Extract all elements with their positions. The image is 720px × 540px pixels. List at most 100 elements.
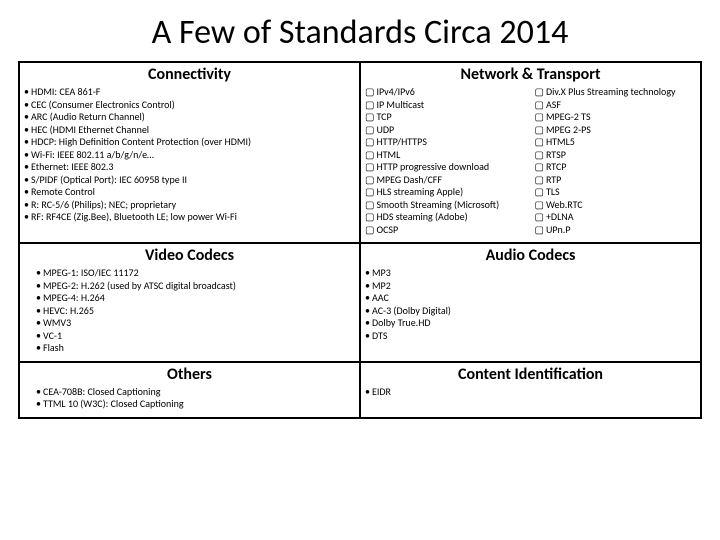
header-contentid: Content Identification — [365, 365, 696, 384]
list-item-text: IP Multicast — [376, 98, 424, 111]
list-item-text: Web.RTC — [546, 198, 583, 211]
list-item: •WMV3 — [36, 317, 355, 330]
list-item-text: HTTP/HTTPS — [376, 135, 427, 148]
list-item-text: MPEG-2 TS — [546, 110, 591, 123]
list-item-text: WMV3 — [43, 316, 71, 329]
bullet-icon: ▢ — [365, 98, 374, 111]
bullet-icon: ▢ — [535, 135, 544, 148]
bullet-icon: ▢ — [365, 148, 374, 161]
list-item-text: HTTP progressive download — [376, 160, 489, 173]
bullet-icon: • — [365, 304, 370, 317]
list-item-text: HEVC: H.265 — [43, 304, 94, 317]
bullet-icon: • — [36, 291, 41, 304]
cell-connectivity: Connectivity •HDMI: CEA 861-F•CEC (Consu… — [19, 62, 360, 243]
bullet-icon: • — [36, 316, 41, 329]
bullet-icon: • — [24, 123, 29, 136]
header-others: Others — [24, 365, 355, 384]
list-item-text: EIDR — [372, 385, 391, 398]
bullet-icon: • — [36, 329, 41, 342]
bullet-icon: • — [36, 341, 41, 354]
bullet-icon: • — [365, 291, 370, 304]
list-item-text: HDMI: CEA 861-F — [31, 85, 100, 98]
bullet-icon: • — [365, 385, 370, 398]
list-item-text: R: RC-5/6 (Philips); NEC; proprietary — [31, 198, 176, 211]
list-item-text: RTP — [546, 173, 561, 186]
bullet-icon: ▢ — [365, 85, 374, 98]
list-item-text: MP2 — [372, 279, 391, 292]
list-item: •EIDR — [365, 386, 696, 399]
bullet-icon: ▢ — [365, 135, 374, 148]
list-item: •Dolby True.HD — [365, 317, 696, 330]
cell-audio: Audio Codecs •MP3•MP2•AAC•AC-3 (Dolby Di… — [360, 243, 701, 362]
header-video: Video Codecs — [24, 246, 355, 265]
bullet-icon: • — [365, 316, 370, 329]
list-item-text: Smooth Streaming (Microsoft) — [376, 198, 499, 211]
list-audio: •MP3•MP2•AAC•AC-3 (Dolby Digital)•Dolby … — [365, 267, 696, 342]
list-item-text: AAC — [372, 291, 389, 304]
bullet-icon: • — [365, 279, 370, 292]
list-item: •HEVC: H.265 — [36, 305, 355, 318]
bullet-icon: • — [24, 198, 29, 211]
list-item-text: HDCP: High Definition Content Protection… — [31, 135, 251, 148]
list-item-text: TTML 10 (W3C): Closed Captioning — [43, 397, 184, 410]
bullet-icon: ▢ — [365, 173, 374, 186]
cell-network: Network & Transport ▢IPv4/IPv6▢IP Multic… — [360, 62, 701, 243]
list-item-text: Dolby True.HD — [372, 316, 431, 329]
list-item: •RF: RF4CE (Zig.Bee), Bluetooth LE; low … — [24, 211, 355, 224]
bullet-icon: • — [365, 266, 370, 279]
list-item-text: UDP — [376, 123, 394, 136]
list-others: •CEA-708B: Closed Captioning•TTML 10 (W3… — [24, 386, 355, 411]
list-network-col2: ▢Div.X Plus Streaming technology▢ASF▢MPE… — [535, 86, 697, 236]
bullet-icon: • — [365, 329, 370, 342]
bullet-icon: • — [36, 397, 41, 410]
cell-contentid: Content Identification •EIDR — [360, 362, 701, 418]
bullet-icon: • — [36, 304, 41, 317]
list-item-text: RF: RF4CE (Zig.Bee), Bluetooth LE; low p… — [31, 210, 237, 223]
list-item-text: DTS — [372, 329, 387, 342]
list-item-text: MPEG-4: H.264 — [43, 291, 105, 304]
list-item-text: MP3 — [372, 266, 391, 279]
list-item-text: IPv4/IPv6 — [376, 85, 414, 98]
bullet-icon: • — [36, 385, 41, 398]
bullet-icon: • — [36, 266, 41, 279]
bullet-icon: ▢ — [365, 210, 374, 223]
bullet-icon: • — [24, 135, 29, 148]
bullet-icon: • — [24, 210, 29, 223]
list-connectivity: •HDMI: CEA 861-F•CEC (Consumer Electroni… — [24, 86, 355, 224]
page-title: A Few of Standards Circa 2014 — [18, 12, 702, 53]
list-item-text: HTML — [376, 148, 400, 161]
bullet-icon: ▢ — [535, 98, 544, 111]
bullet-icon: ▢ — [535, 148, 544, 161]
bullet-icon: ▢ — [365, 223, 374, 236]
list-item-text: HDS steaming (Adobe) — [376, 210, 467, 223]
list-item-text: Ethernet: IEEE 802.3 — [31, 160, 114, 173]
list-item-text: MPEG-1: ISO/IEC 11172 — [43, 266, 139, 279]
list-item-text: TCP — [376, 110, 391, 123]
list-item-text: HEC (HDMI Ethernet Channel — [31, 123, 149, 136]
list-item-text: MPEG Dash/CFF — [376, 173, 442, 186]
bullet-icon: ▢ — [535, 110, 544, 123]
list-item-text: AC-3 (Dolby Digital) — [372, 304, 451, 317]
list-item-text: HLS streaming Apple) — [376, 185, 463, 198]
list-item-text: OCSP — [376, 223, 398, 236]
bullet-icon: ▢ — [535, 198, 544, 211]
bullet-icon: ▢ — [365, 123, 374, 136]
list-item-text: VC-1 — [43, 329, 62, 342]
list-item-text: ARC (Audio Return Channel) — [31, 110, 145, 123]
list-item-text: Remote Control — [31, 185, 95, 198]
list-item-text: UPn.P — [546, 223, 571, 236]
list-item: •DTS — [365, 330, 696, 343]
list-item: •MP3 — [365, 267, 696, 280]
header-audio: Audio Codecs — [365, 246, 696, 265]
bullet-icon: ▢ — [535, 185, 544, 198]
list-item-text: +DLNA — [546, 210, 574, 223]
bullet-icon: • — [36, 279, 41, 292]
list-item-text: MPEG-2: H.262 (used by ATSC digital broa… — [43, 279, 236, 292]
list-contentid: •EIDR — [365, 386, 696, 399]
list-item: ▢OCSP — [365, 224, 527, 237]
list-item: ▢UPn.P — [535, 224, 697, 237]
bullet-icon: • — [24, 85, 29, 98]
list-item-text: CEA-708B: Closed Captioning — [43, 385, 160, 398]
list-item-text: S/PIDF (Optical Port): IEC 60958 type II — [31, 173, 187, 186]
list-item-text: Flash — [43, 341, 64, 354]
